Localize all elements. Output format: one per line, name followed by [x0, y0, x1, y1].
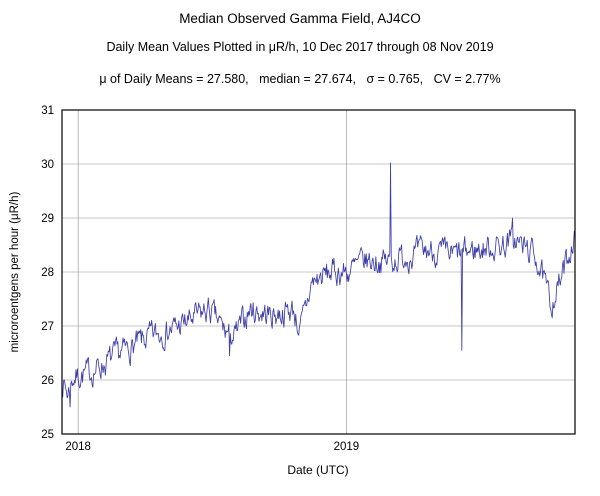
chart-title: Median Observed Gamma Field, AJ4CO: [179, 11, 421, 26]
y-tick-label: 28: [41, 267, 54, 279]
y-tick-label: 26: [41, 375, 54, 387]
y-axis-label: microroentgens per hour (μR/h): [9, 192, 21, 353]
chart-stats-line: μ of Daily Means = 27.580, median = 27.6…: [99, 72, 500, 86]
gridline-layer: [62, 110, 575, 434]
x-tick-label: 2019: [334, 441, 360, 453]
x-tick-label: 2018: [65, 441, 91, 453]
data-series-layer: [61, 162, 576, 408]
tick-label-layer: 25 26 27 28 29 30 31 2018 2019: [41, 105, 359, 453]
y-tick-label: 25: [41, 429, 54, 441]
data-line: [61, 162, 576, 408]
y-tick-label: 27: [41, 321, 54, 333]
y-tick-label: 31: [41, 105, 54, 117]
plot-frame: [61, 109, 576, 435]
chart-subtitle: Daily Mean Values Plotted in μR/h, 10 De…: [106, 40, 493, 54]
x-axis-label: Date (UTC): [287, 463, 348, 477]
y-tick-label: 30: [41, 159, 54, 171]
y-tick-label: 29: [41, 213, 54, 225]
